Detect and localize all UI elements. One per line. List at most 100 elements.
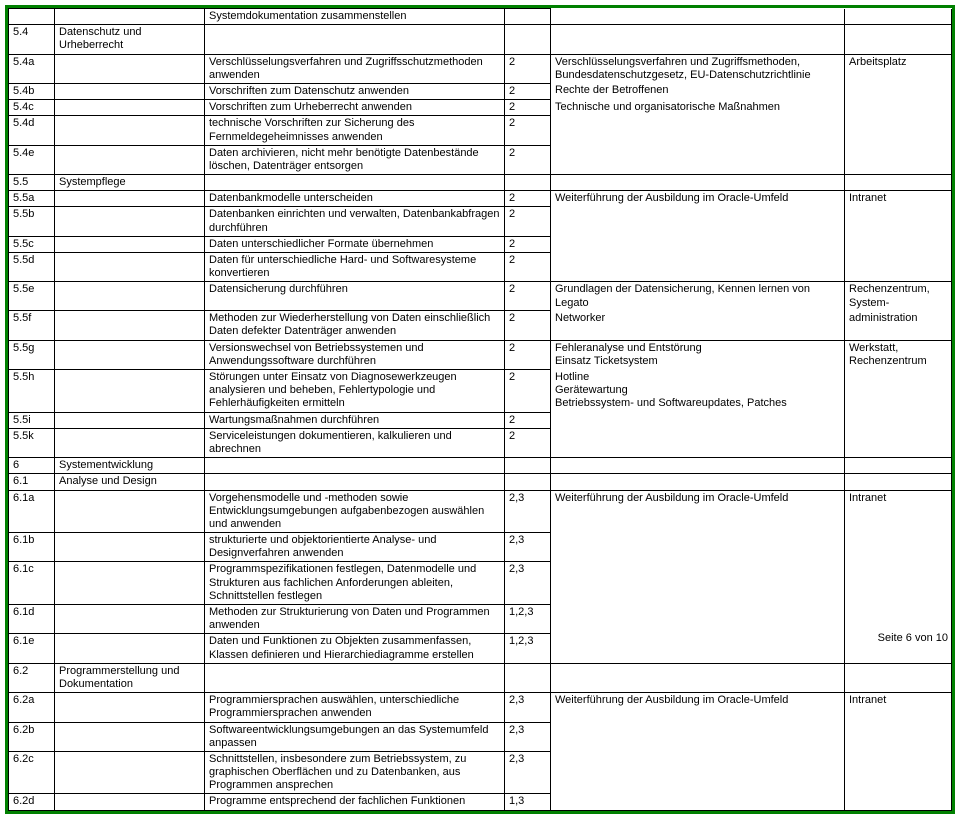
cell-title <box>55 311 205 340</box>
table-row: 5.5iWartungsmaßnahmen durchführen2 <box>9 412 952 428</box>
cell-number: 6.2 <box>9 663 55 692</box>
cell-title <box>55 83 205 99</box>
cell-location: Werkstatt, Rechenzentrum <box>845 340 952 369</box>
cell-number: 5.5k <box>9 428 55 457</box>
cell-number: 5.5g <box>9 340 55 369</box>
cell-location <box>845 722 952 751</box>
cell-number: 5.4e <box>9 145 55 174</box>
cell-notes: Weiterführung der Ausbildung im Oracle-U… <box>551 693 845 722</box>
cell-title <box>55 693 205 722</box>
cell-year <box>505 474 551 490</box>
cell-title <box>55 490 205 533</box>
cell-notes: Weiterführung der Ausbildung im Oracle-U… <box>551 191 845 207</box>
cell-description: Vorschriften zum Datenschutz anwenden <box>205 83 505 99</box>
cell-title <box>55 340 205 369</box>
cell-location: Intranet <box>845 191 952 207</box>
cell-title <box>55 207 205 236</box>
table-row: 6.2dProgramme entsprechend der fachliche… <box>9 794 952 810</box>
cell-year: 2 <box>505 145 551 174</box>
cell-number: 5.5 <box>9 175 55 191</box>
cell-description: Programme entsprechend der fachlichen Fu… <box>205 794 505 810</box>
cell-notes <box>551 562 845 605</box>
cell-description: Vorgehensmodelle und -methoden sowie Ent… <box>205 490 505 533</box>
cell-notes: Technische und organisatorische Maßnahme… <box>551 100 845 116</box>
cell-description: Vorschriften zum Urheberrecht anwenden <box>205 100 505 116</box>
cell-location: Intranet <box>845 490 952 533</box>
cell-title <box>55 145 205 174</box>
table-row: 5.5hStörungen unter Einsatz von Diagnose… <box>9 370 952 413</box>
table-row: 6.2a Programmiersprachen auswählen, unter… <box>9 693 952 722</box>
cell-number: 5.4 <box>9 25 55 54</box>
cell-number: 5.4b <box>9 83 55 99</box>
cell-number: 5.5i <box>9 412 55 428</box>
cell-description: Methoden zur Wiederherstellung von Daten… <box>205 311 505 340</box>
page-container: Systemdokumentation zusammenstellen 5.4 Da… <box>0 0 960 646</box>
cell-notes <box>551 605 845 634</box>
cell-title <box>55 751 205 794</box>
cell-description: Programmspezifikationen festlegen, Daten… <box>205 562 505 605</box>
table-row: 5.5gVersionswechsel von Betriebssystemen… <box>9 340 952 369</box>
cell-location <box>845 83 952 99</box>
cell-location <box>845 116 952 145</box>
cell-notes <box>551 474 845 490</box>
cell-title <box>55 605 205 634</box>
cell-location <box>845 428 952 457</box>
table-row: 5.4dtechnische Vorschriften zur Sicherun… <box>9 116 952 145</box>
table-row: 5.5Systempflege <box>9 175 952 191</box>
cell-title <box>55 191 205 207</box>
table-row: 6.1dMethoden zur Strukturierung von Date… <box>9 605 952 634</box>
cell-year: 2,3 <box>505 751 551 794</box>
cell-title: Systempflege <box>55 175 205 191</box>
cell-year: 2,3 <box>505 533 551 562</box>
cell-year: 2 <box>505 253 551 282</box>
cell-location <box>845 207 952 236</box>
cell-location <box>845 562 952 605</box>
cell-year: 2 <box>505 370 551 413</box>
cell-number: 6 <box>9 458 55 474</box>
cell-notes <box>551 145 845 174</box>
cell-description: Daten unterschiedlicher Formate übernehm… <box>205 236 505 252</box>
cell-number <box>9 9 55 25</box>
table-row: 5.5bDatenbanken einrichten und verwalten… <box>9 207 952 236</box>
cell-description: technische Vorschriften zur Sicherung de… <box>205 116 505 145</box>
sheet-border: Systemdokumentation zusammenstellen 5.4 Da… <box>5 5 955 814</box>
cell-year <box>505 663 551 692</box>
cell-title: Programmerstellung und Dokumentation <box>55 663 205 692</box>
cell-year: 2 <box>505 54 551 83</box>
cell-year: 2 <box>505 83 551 99</box>
cell-number: 6.1c <box>9 562 55 605</box>
cell-year <box>505 458 551 474</box>
cell-title <box>55 54 205 83</box>
cell-title <box>55 253 205 282</box>
cell-title: Systementwicklung <box>55 458 205 474</box>
cell-year: 2 <box>505 236 551 252</box>
cell-year: 2,3 <box>505 562 551 605</box>
cell-number: 6.1d <box>9 605 55 634</box>
cell-year <box>505 9 551 25</box>
table-row: 5.4cVorschriften zum Urheberrecht anwend… <box>9 100 952 116</box>
cell-year: 1,2,3 <box>505 634 551 663</box>
cell-location <box>845 412 952 428</box>
cell-location <box>845 474 952 490</box>
cell-number: 5.4a <box>9 54 55 83</box>
cell-number: 5.5h <box>9 370 55 413</box>
cell-description: Systemdokumentation zusammenstellen <box>205 9 505 25</box>
cell-number: 6.1 <box>9 474 55 490</box>
cell-number: 6.2a <box>9 693 55 722</box>
cell-year <box>505 25 551 54</box>
cell-description: Programmiersprachen auswählen, unterschi… <box>205 693 505 722</box>
table-row: 5.5eDatensicherung durchführen2Grundlage… <box>9 282 952 311</box>
cell-location <box>845 100 952 116</box>
cell-description: Datenbanken einrichten und verwalten, Da… <box>205 207 505 236</box>
cell-title <box>55 533 205 562</box>
table-row: 5.5cDaten unterschiedlicher Formate über… <box>9 236 952 252</box>
cell-year: 2 <box>505 100 551 116</box>
cell-description: Softwareentwicklungsumgebungen an das Sy… <box>205 722 505 751</box>
cell-notes: HotlineGerätewartungBetriebssystem- und … <box>551 370 845 413</box>
table-row: 5.4b Vorschriften zum Datenschutz anwende… <box>9 83 952 99</box>
cell-year: 2 <box>505 282 551 311</box>
cell-description <box>205 458 505 474</box>
cell-title <box>55 370 205 413</box>
table-row: 6.1eDaten und Funktionen zu Objekten zus… <box>9 634 952 663</box>
cell-title <box>55 634 205 663</box>
